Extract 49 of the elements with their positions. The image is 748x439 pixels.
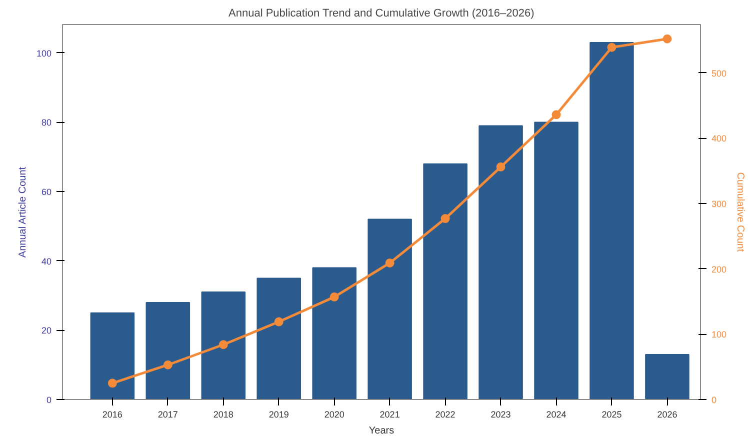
y-tick-label: 20 <box>41 326 52 336</box>
y2-tick-label: 0 <box>712 395 717 405</box>
y-tick-label: 60 <box>41 187 52 198</box>
point <box>440 214 450 224</box>
bar <box>534 122 578 400</box>
bar <box>201 292 246 400</box>
x-tick-label: 2026 <box>657 410 678 420</box>
x-tick-label: 2022 <box>435 410 456 420</box>
point <box>496 162 506 172</box>
bar <box>590 42 634 400</box>
y-axis-title: Annual Article Count <box>17 166 28 258</box>
y2-tick-label: 200 <box>712 264 727 274</box>
x-axis-title: Years <box>368 426 394 436</box>
point <box>607 42 616 52</box>
x-tick-label: 2018 <box>213 410 234 420</box>
x-tick-label: 2023 <box>490 410 511 420</box>
y-tick-label: 0 <box>46 395 52 405</box>
chart-title: Annual Publication Trend and Cumulative Growth (2016–2026) <box>228 8 534 20</box>
point <box>163 360 172 370</box>
point <box>330 292 339 302</box>
y-tick-label: 100 <box>36 48 52 58</box>
point <box>218 340 228 350</box>
bar <box>146 302 190 400</box>
y2-tick-label: 300 <box>712 199 727 210</box>
bar <box>645 354 690 400</box>
point <box>385 258 394 268</box>
y2-tick-label: 100 <box>712 330 727 340</box>
bar <box>423 163 468 400</box>
point <box>552 110 561 120</box>
point <box>108 378 117 388</box>
bar <box>368 218 412 400</box>
point <box>274 317 284 326</box>
y2-tick-label: 500 <box>712 68 727 78</box>
x-tick-label: 2025 <box>602 410 622 420</box>
bar <box>256 278 301 400</box>
bar <box>312 267 356 400</box>
y-tick-label: 80 <box>41 118 52 128</box>
bar <box>478 125 523 400</box>
x-tick-label: 2020 <box>324 410 344 420</box>
y-tick-label: 40 <box>41 256 52 266</box>
x-tick-label: 2016 <box>102 410 122 420</box>
x-tick-label: 2024 <box>546 410 566 420</box>
x-tick-label: 2017 <box>158 410 178 420</box>
y2-tick-label: 400 <box>712 134 727 144</box>
x-tick-label: 2021 <box>380 410 400 420</box>
x-tick-label: 2019 <box>268 410 289 420</box>
y2-axis-title: Cumulative Count <box>734 172 746 252</box>
point <box>662 34 672 44</box>
bar <box>90 312 135 400</box>
